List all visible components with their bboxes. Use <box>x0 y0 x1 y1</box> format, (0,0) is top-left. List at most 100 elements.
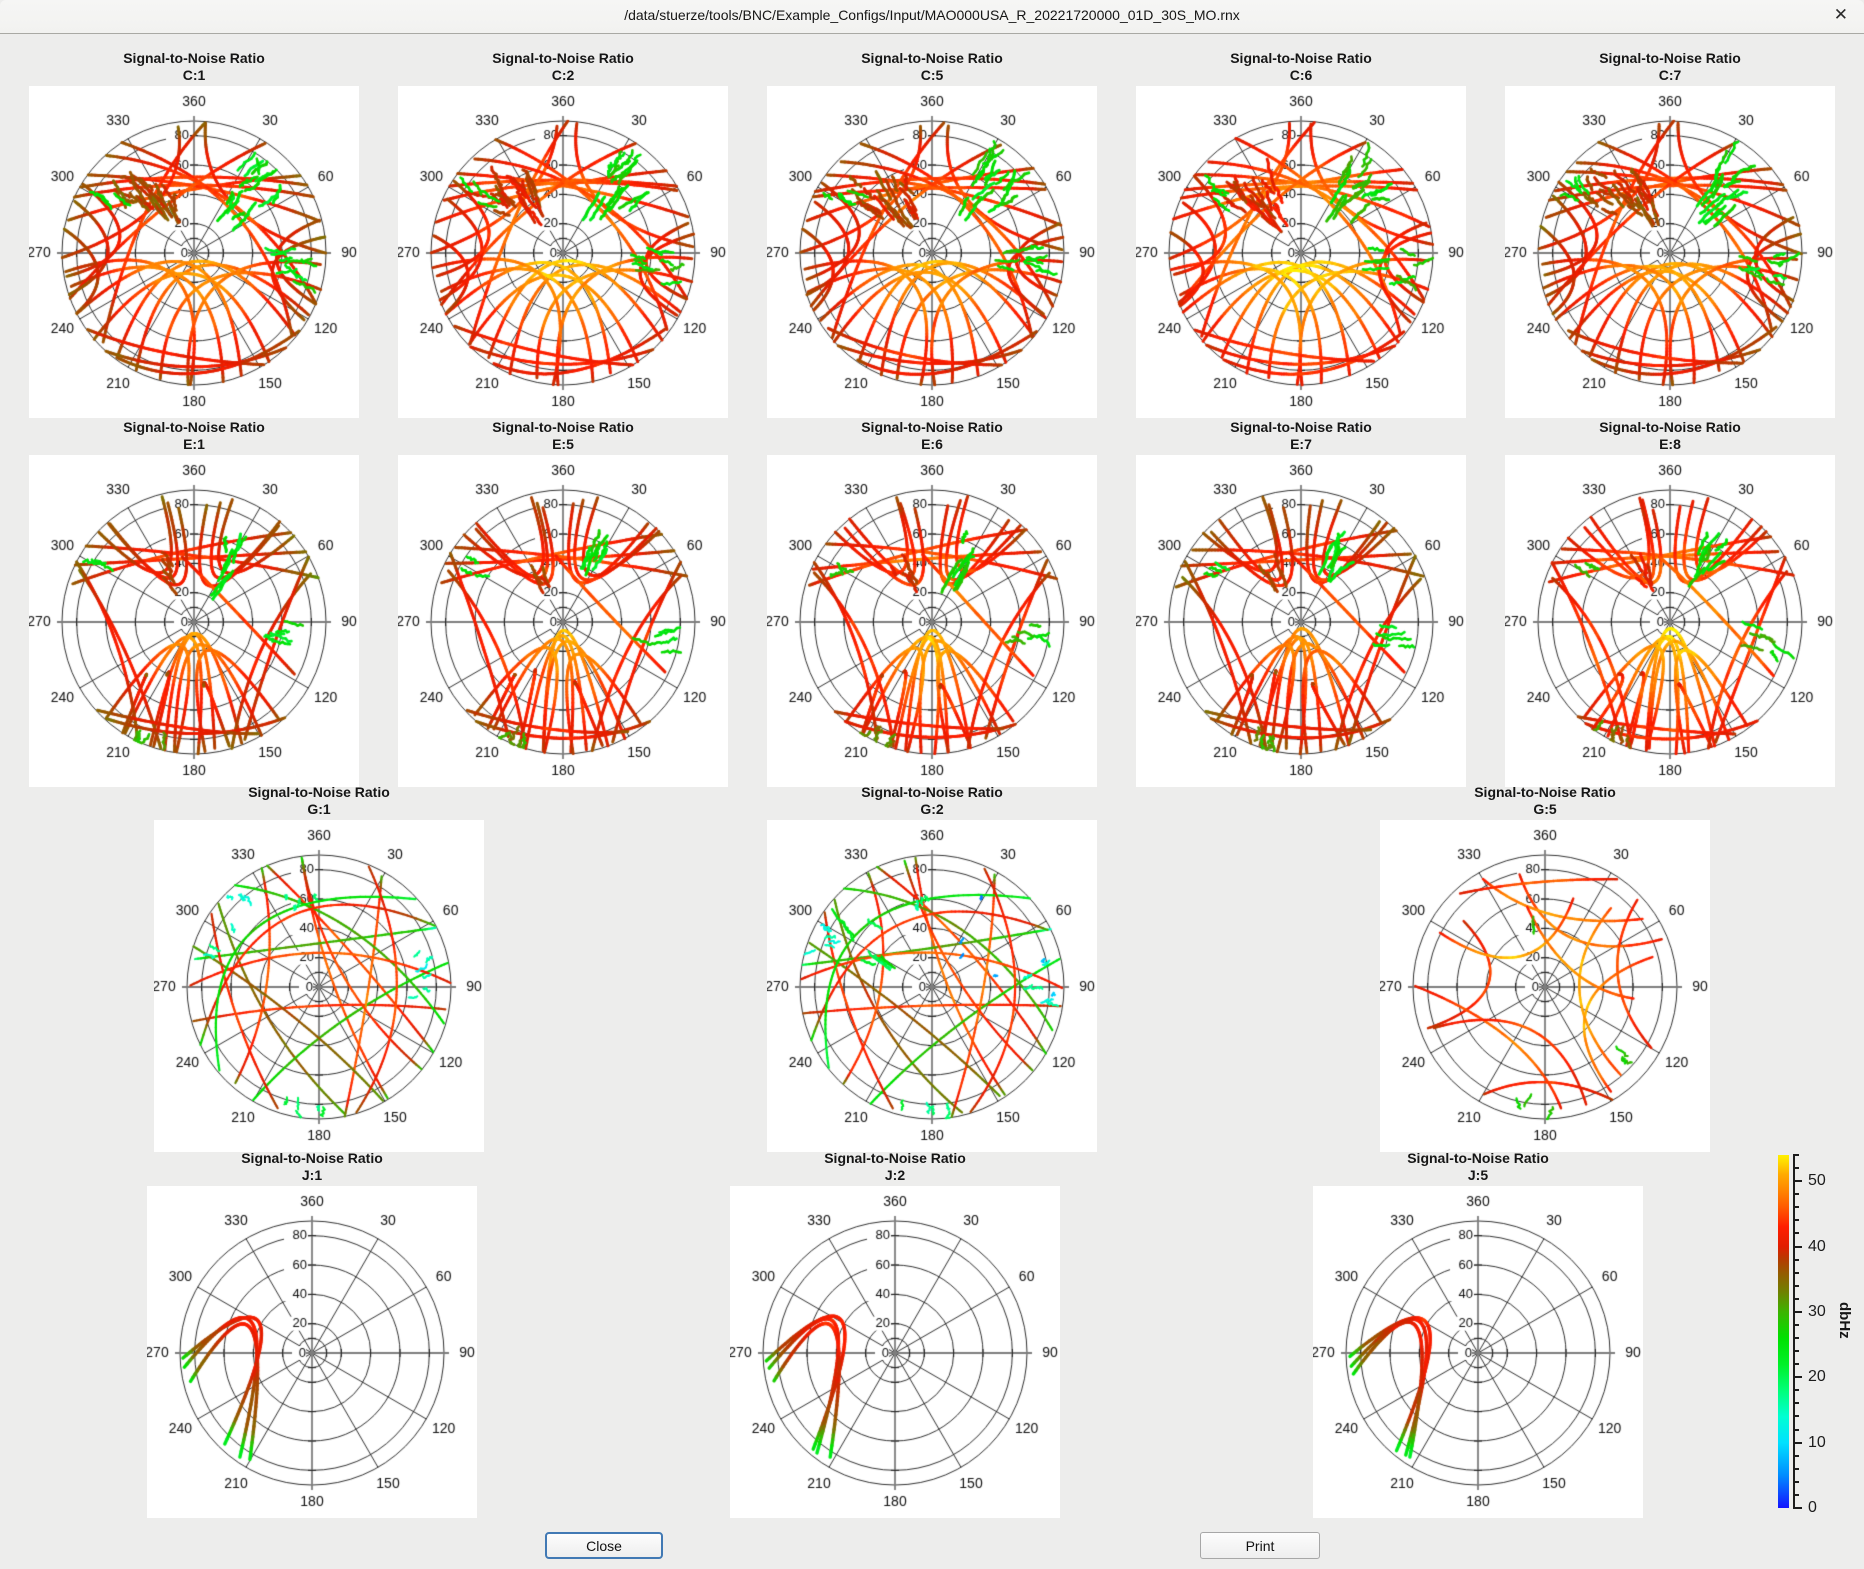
skyplot-canvas-E:5 <box>398 455 728 787</box>
plot-title: Signal-to-Noise Ratio E:8 <box>1599 417 1741 453</box>
colorbar-minor-tick <box>1793 1232 1799 1235</box>
plot-cell-J:5: Signal-to-Noise Ratio J:5 <box>1313 1148 1643 1518</box>
plot-cell-E:7: Signal-to-Noise Ratio E:7 <box>1136 417 1466 787</box>
plot-title: Signal-to-Noise Ratio C:7 <box>1599 48 1741 84</box>
close-button[interactable]: Close <box>545 1532 663 1559</box>
colorbar-minor-tick <box>1793 1219 1799 1222</box>
plot-title-line1: Signal-to-Noise Ratio <box>123 419 265 435</box>
plot-title-line2: C:1 <box>182 67 206 83</box>
plot-cell-E:1: Signal-to-Noise Ratio E:1 <box>29 417 359 787</box>
colorbar-major-tick <box>1793 1245 1802 1248</box>
skyplot-canvas-J:1 <box>147 1186 477 1518</box>
plot-row-2: Signal-to-Noise Ratio E:1 Signal-to-Noise … <box>0 417 1864 787</box>
plot-title: Signal-to-Noise Ratio C:6 <box>1230 48 1372 84</box>
plot-title: Signal-to-Noise Ratio C:1 <box>123 48 265 84</box>
plot-title-line2: E:1 <box>183 436 205 452</box>
colorbar-minor-tick <box>1793 1363 1799 1366</box>
plot-row-3: Signal-to-Noise Ratio G:1 Signal-to-Noise … <box>0 782 1864 1152</box>
plot-title-line1: Signal-to-Noise Ratio <box>492 419 634 435</box>
plot-box-E:6 <box>767 455 1097 787</box>
plot-box-J:1 <box>147 1186 477 1518</box>
plot-title-line1: Signal-to-Noise Ratio <box>492 50 634 66</box>
plot-cell-E:6: Signal-to-Noise Ratio E:6 <box>767 417 1097 787</box>
plot-title-line2: J:2 <box>884 1167 906 1183</box>
colorbar-gradient <box>1778 1155 1789 1508</box>
plot-title-line1: Signal-to-Noise Ratio <box>1599 50 1741 66</box>
plot-title: Signal-to-Noise Ratio J:1 <box>241 1148 383 1184</box>
skyplot-canvas-C:7 <box>1505 86 1835 418</box>
plot-title-line2: E:8 <box>1659 436 1681 452</box>
plot-title-line1: Signal-to-Noise Ratio <box>861 784 1003 800</box>
skyplot-canvas-J:5 <box>1313 1186 1643 1518</box>
colorbar-tick-label: 20 <box>1808 1368 1826 1386</box>
colorbar-unit-label: dbHz <box>1836 1302 1853 1339</box>
colorbar-tick-label: 40 <box>1808 1237 1826 1255</box>
colorbar-major-tick <box>1793 1310 1802 1313</box>
plot-title-line2: C:6 <box>1289 67 1313 83</box>
plot-title-line1: Signal-to-Noise Ratio <box>241 1150 383 1166</box>
plot-title-line1: Signal-to-Noise Ratio <box>1407 1150 1549 1166</box>
plot-title-line2: E:6 <box>921 436 943 452</box>
colorbar-tick-label: 30 <box>1808 1302 1826 1320</box>
plot-title-line2: C:7 <box>1658 67 1682 83</box>
plot-box-C:6 <box>1136 86 1466 418</box>
plot-title-line2: E:7 <box>1290 436 1312 452</box>
plot-title-line2: C:5 <box>920 67 944 83</box>
plot-title-line1: Signal-to-Noise Ratio <box>123 50 265 66</box>
plot-title-line1: Signal-to-Noise Ratio <box>248 784 390 800</box>
skyplot-canvas-G:2 <box>767 820 1097 1152</box>
colorbar-axis <box>1793 1155 1795 1508</box>
plot-box-G:2 <box>767 820 1097 1152</box>
plot-title: Signal-to-Noise Ratio E:5 <box>492 417 634 453</box>
plot-title-line2: G:1 <box>307 801 331 817</box>
colorbar-tick-label: 10 <box>1808 1433 1826 1451</box>
plot-cell-J:1: Signal-to-Noise Ratio J:1 <box>147 1148 477 1518</box>
plot-cell-G:1: Signal-to-Noise Ratio G:1 <box>154 782 484 1152</box>
skyplot-canvas-J:2 <box>730 1186 1060 1518</box>
colorbar-minor-tick <box>1793 1271 1799 1274</box>
colorbar-minor-tick <box>1793 1415 1799 1418</box>
colorbar-minor-tick <box>1793 1350 1799 1353</box>
colorbar-minor-tick <box>1793 1297 1799 1300</box>
colorbar-minor-tick <box>1793 1154 1799 1156</box>
plot-box-E:7 <box>1136 455 1466 787</box>
plot-title-line1: Signal-to-Noise Ratio <box>861 50 1003 66</box>
plot-box-G:5 <box>1380 820 1710 1152</box>
skyplot-canvas-C:1 <box>29 86 359 418</box>
plot-cell-G:5: Signal-to-Noise Ratio G:5 <box>1380 782 1710 1152</box>
colorbar-minor-tick <box>1793 1428 1799 1431</box>
plot-cell-C:6: Signal-to-Noise Ratio C:6 <box>1136 48 1466 418</box>
plot-title-line1: Signal-to-Noise Ratio <box>861 419 1003 435</box>
colorbar-minor-tick <box>1793 1323 1799 1326</box>
colorbar-minor-tick <box>1793 1193 1799 1196</box>
colorbar-tick-label: 50 <box>1808 1172 1826 1190</box>
skyplot-canvas-E:1 <box>29 455 359 787</box>
skyplot-canvas-C:5 <box>767 86 1097 418</box>
colorbar-minor-tick <box>1793 1284 1799 1287</box>
plot-title: Signal-to-Noise Ratio G:5 <box>1474 782 1616 818</box>
colorbar-major-tick <box>1793 1376 1802 1379</box>
plot-box-J:2 <box>730 1186 1060 1518</box>
print-button[interactable]: Print <box>1200 1532 1320 1559</box>
plot-box-C:7 <box>1505 86 1835 418</box>
window-close-icon[interactable]: ✕ <box>1833 5 1848 24</box>
skyplot-canvas-G:1 <box>154 820 484 1152</box>
plot-box-E:1 <box>29 455 359 787</box>
skyplot-canvas-E:6 <box>767 455 1097 787</box>
plot-box-C:1 <box>29 86 359 418</box>
plot-title-line2: G:2 <box>920 801 944 817</box>
plot-title-line2: E:5 <box>552 436 574 452</box>
plot-title-line2: G:5 <box>1533 801 1557 817</box>
skyplot-canvas-C:6 <box>1136 86 1466 418</box>
plot-title-line1: Signal-to-Noise Ratio <box>1230 50 1372 66</box>
plot-box-E:8 <box>1505 455 1835 787</box>
colorbar-minor-tick <box>1793 1480 1799 1483</box>
window-titlebar[interactable]: /data/stuerze/tools/BNC/Example_Configs/… <box>0 0 1864 34</box>
plot-title: Signal-to-Noise Ratio E:1 <box>123 417 265 453</box>
plot-cell-C:1: Signal-to-Noise Ratio C:1 <box>29 48 359 418</box>
plot-cell-J:2: Signal-to-Noise Ratio J:2 <box>730 1148 1060 1518</box>
colorbar-minor-tick <box>1793 1167 1799 1170</box>
plot-title: Signal-to-Noise Ratio C:5 <box>861 48 1003 84</box>
plot-box-J:5 <box>1313 1186 1643 1518</box>
plot-cell-E:5: Signal-to-Noise Ratio E:5 <box>398 417 728 787</box>
